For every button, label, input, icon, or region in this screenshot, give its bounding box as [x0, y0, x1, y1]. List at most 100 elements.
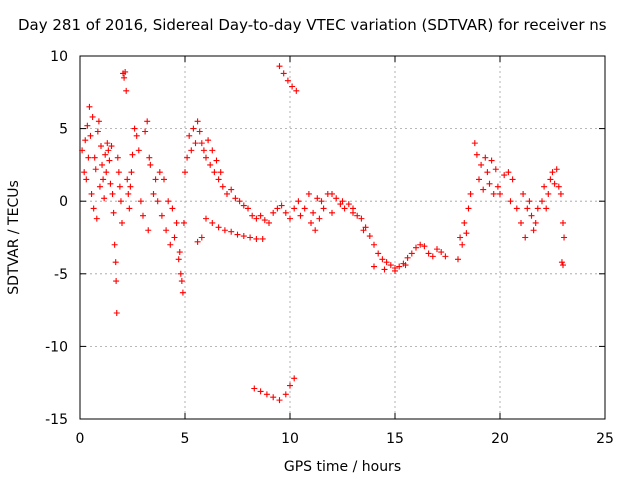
- data-point: [84, 122, 91, 129]
- data-point: [87, 132, 94, 139]
- data-point: [251, 385, 258, 392]
- data-point: [518, 219, 524, 226]
- data-point: [461, 219, 468, 226]
- data-point: [249, 212, 256, 219]
- data-point: [240, 233, 247, 240]
- data-point: [232, 195, 239, 202]
- data-point: [96, 183, 103, 190]
- data-point: [156, 169, 163, 176]
- data-point: [463, 230, 470, 237]
- data-point: [177, 270, 184, 277]
- data-point: [547, 176, 554, 183]
- axis-ticks: [79, 55, 606, 420]
- data-point: [186, 132, 193, 139]
- data-point: [83, 176, 90, 183]
- data-point: [520, 190, 527, 197]
- data-point: [152, 176, 159, 183]
- x-axis-label: GPS time / hours: [284, 459, 401, 475]
- data-point: [98, 143, 104, 150]
- data-point: [194, 238, 201, 245]
- data-point: [133, 132, 140, 139]
- chart-title: Day 281 of 2016, Sidereal Day-to-day VTE…: [18, 16, 607, 34]
- data-point: [413, 244, 419, 251]
- data-point: [312, 227, 319, 234]
- data-point: [106, 157, 113, 164]
- data-point: [125, 190, 132, 197]
- data-point: [113, 278, 120, 285]
- data-point: [484, 169, 491, 176]
- data-point: [140, 212, 146, 219]
- data-point: [215, 176, 222, 183]
- data-point: [123, 87, 130, 94]
- data-point: [505, 169, 512, 176]
- data-point: [110, 209, 117, 216]
- x-tick-label: 5: [181, 431, 190, 447]
- data-point: [473, 151, 480, 158]
- data-point: [396, 263, 403, 270]
- data-point: [178, 278, 185, 285]
- data-point: [167, 241, 174, 248]
- data-point: [561, 234, 568, 241]
- data-point: [490, 190, 497, 197]
- data-point: [320, 205, 327, 212]
- data-point: [476, 176, 482, 183]
- data-point: [247, 234, 254, 241]
- data-point: [404, 254, 411, 261]
- y-axis-label: SDTVAR / TECUs: [6, 180, 22, 295]
- data-point: [284, 77, 291, 84]
- data-point: [124, 176, 131, 183]
- x-tick-label: 25: [596, 431, 614, 447]
- data-point: [93, 215, 100, 222]
- data-point: [387, 262, 394, 269]
- data-point: [274, 205, 281, 212]
- data-point: [417, 241, 424, 248]
- data-point: [316, 215, 323, 222]
- data-point: [276, 397, 283, 404]
- data-point: [421, 243, 428, 250]
- data-point: [287, 215, 293, 222]
- data-point: [196, 128, 203, 135]
- data-point: [530, 227, 537, 234]
- data-point: [79, 147, 86, 154]
- data-point: [278, 202, 285, 209]
- data-point: [488, 157, 495, 164]
- data-point: [179, 289, 186, 296]
- data-point: [507, 198, 514, 205]
- data-point: [137, 198, 144, 205]
- data-point: [425, 250, 432, 257]
- data-point: [209, 147, 216, 154]
- data-point: [257, 212, 264, 219]
- x-tick-label: 20: [491, 431, 509, 447]
- data-point: [333, 195, 340, 202]
- data-point: [524, 205, 531, 212]
- data-point: [144, 118, 151, 125]
- data-point: [291, 375, 298, 382]
- data-point: [501, 172, 508, 179]
- data-point: [350, 205, 356, 212]
- data-point: [371, 263, 377, 270]
- data-point: [146, 154, 153, 161]
- y-tick-label: 0: [59, 194, 68, 210]
- data-point: [114, 154, 121, 161]
- data-point: [528, 212, 535, 219]
- y-tick-label: 10: [50, 49, 68, 65]
- data-point: [105, 147, 112, 154]
- data-point: [81, 169, 88, 176]
- data-point: [115, 169, 122, 176]
- data-point: [497, 190, 503, 197]
- data-point: [434, 246, 440, 253]
- data-point: [147, 161, 154, 168]
- data-point: [541, 183, 548, 190]
- data-point: [209, 219, 216, 226]
- data-point: [145, 227, 152, 234]
- data-point: [297, 212, 304, 219]
- data-point: [205, 137, 212, 144]
- data-point: [92, 166, 99, 173]
- data-point: [207, 161, 214, 168]
- data-point: [131, 125, 138, 132]
- data-point: [198, 140, 205, 147]
- data-point: [224, 190, 230, 197]
- data-point: [221, 227, 228, 234]
- data-point: [219, 183, 226, 190]
